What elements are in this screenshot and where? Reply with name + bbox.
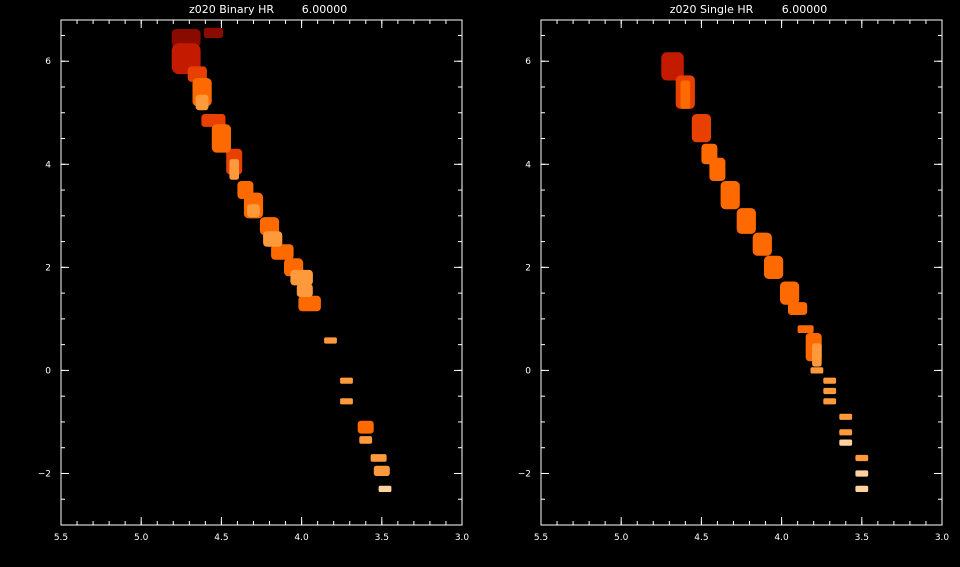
heatmap-cell xyxy=(229,159,239,180)
chart-title: z020 Single HR xyxy=(670,3,754,16)
panel-1: 5.5 5.0 4.5 4.0 3.5 3.0 −2 0 2 4 6 z020 Binary HR 6.… xyxy=(38,3,470,543)
heatmap-cell xyxy=(370,454,387,462)
heatmap-cell xyxy=(373,465,390,476)
heatmap-cell xyxy=(839,439,853,446)
heatmap-cell xyxy=(324,337,337,344)
heatmap-cell xyxy=(752,232,772,256)
x-tick-label: 3.0 xyxy=(455,533,470,543)
heatmap-cell xyxy=(812,343,822,367)
heatmap-cell xyxy=(298,295,321,312)
heatmap-cell xyxy=(823,398,837,405)
plot-frame xyxy=(60,19,463,526)
y-tick-label: 2 xyxy=(45,263,51,273)
heatmap-cell xyxy=(823,387,837,395)
x-tick-label: 5.5 xyxy=(534,533,548,543)
y-tick-label: 2 xyxy=(525,263,531,273)
y-tick-label: −2 xyxy=(38,469,51,479)
heatmap-cell xyxy=(378,485,392,492)
heatmap-cell xyxy=(855,470,869,477)
y-tick-label: 0 xyxy=(45,366,51,376)
heatmap-cells xyxy=(171,27,392,492)
y-tick-label: 4 xyxy=(525,160,531,170)
x-tick-label: 3.0 xyxy=(935,533,950,543)
ticks: 5.5 5.0 4.5 4.0 3.5 3.0 −2 0 2 4 6 xyxy=(518,20,950,543)
heatmap-cell xyxy=(259,217,280,236)
y-tick-label: 6 xyxy=(525,57,531,67)
heatmap-cell xyxy=(839,429,853,436)
chart-title-value: 6.00000 xyxy=(302,3,348,16)
heatmap-cell xyxy=(691,114,711,143)
heatmap-cell xyxy=(195,94,209,111)
heatmap-cell xyxy=(764,255,784,279)
heatmap-cell xyxy=(340,398,353,405)
heatmap-cell xyxy=(263,231,283,247)
x-tick-label: 4.0 xyxy=(294,533,309,543)
heatmap-cell xyxy=(203,27,223,38)
x-tick-label: 4.0 xyxy=(774,533,789,543)
heatmap-cell xyxy=(296,284,313,297)
heatmap-cell xyxy=(797,325,814,333)
y-tick-label: 4 xyxy=(45,160,51,170)
heatmap-cell xyxy=(211,124,231,153)
heatmap-cells xyxy=(661,52,869,492)
heatmap-cell xyxy=(736,208,756,234)
y-tick-label: 0 xyxy=(525,366,531,376)
x-tick-label: 4.5 xyxy=(214,533,228,543)
heatmap-cell xyxy=(839,413,853,420)
heatmap-cell xyxy=(271,244,294,260)
x-tick-label: 3.5 xyxy=(375,533,389,543)
heatmap-cell xyxy=(680,80,691,109)
heatmap-cell xyxy=(340,377,353,384)
heatmap-cell xyxy=(201,114,226,127)
heatmap-cell xyxy=(855,485,869,492)
x-tick-label: 5.0 xyxy=(614,533,629,543)
panel-2: 5.5 5.0 4.5 4.0 3.5 3.0 −2 0 2 4 6 z020 Single HR 6.… xyxy=(518,3,950,543)
heatmap-cell xyxy=(171,29,201,47)
heatmap-cell xyxy=(720,181,740,210)
heatmap-cell xyxy=(661,52,684,81)
heatmap-cell xyxy=(788,302,808,315)
y-tick-label: −2 xyxy=(518,469,531,479)
heatmap-cell xyxy=(709,157,726,181)
y-tick-label: 6 xyxy=(45,57,51,67)
x-tick-label: 5.0 xyxy=(134,533,149,543)
chart-title: z020 Binary HR xyxy=(189,3,274,16)
heatmap-cell xyxy=(855,454,869,462)
heatmap-cell xyxy=(357,420,374,434)
heatmap-cell xyxy=(810,367,824,374)
heatmap-cell xyxy=(823,377,837,384)
x-tick-label: 4.5 xyxy=(694,533,708,543)
ticks: 5.5 5.0 4.5 4.0 3.5 3.0 −2 0 2 4 6 xyxy=(38,20,470,543)
x-tick-label: 3.5 xyxy=(855,533,869,543)
plot-frame xyxy=(540,19,943,526)
heatmap-cell xyxy=(171,43,201,75)
heatmap-cell xyxy=(290,269,313,286)
x-tick-label: 5.5 xyxy=(54,533,68,543)
heatmap-cell xyxy=(780,281,800,305)
heatmap-cell xyxy=(247,204,260,218)
heatmap-cell xyxy=(359,436,373,444)
chart-title-value: 6.00000 xyxy=(782,3,828,16)
